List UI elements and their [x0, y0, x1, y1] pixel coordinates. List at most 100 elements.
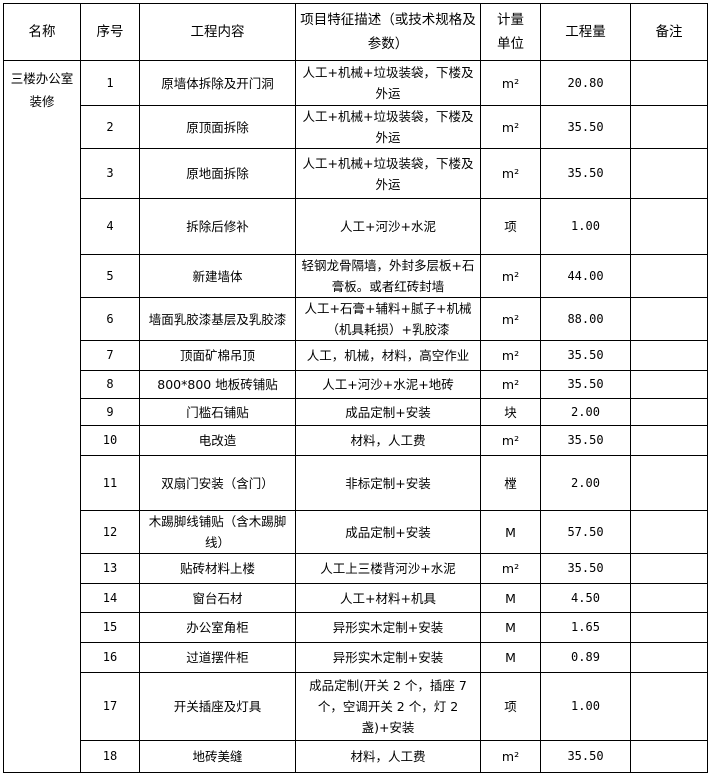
desc-cell: 人工+机械+垃圾装袋，下楼及外运 [295, 60, 481, 106]
qty-cell: 2.00 [540, 398, 631, 426]
content-cell: 过道摆件柜 [139, 642, 296, 673]
desc-cell: 成品定制+安装 [295, 510, 481, 554]
unit-cell: m² [480, 297, 541, 341]
qty-cell: 35.50 [540, 740, 631, 773]
content-cell: 顶面矿棉吊顶 [139, 340, 296, 371]
table-row: 5 新建墙体 轻钢龙骨隔墙，外封多层板+石膏板。或者红砖封墙 m² 44.00 [4, 254, 708, 298]
desc-cell: 人工+材料+机具 [295, 583, 481, 613]
content-cell: 原墙体拆除及开门洞 [139, 60, 296, 106]
table-row: 三楼办公室装修 1 原墙体拆除及开门洞 人工+机械+垃圾装袋，下楼及外运 m² 20.80 [3, 60, 708, 773]
unit-cell: m² [480, 105, 541, 149]
table-row: 8 800*800 地板砖铺贴 人工+河沙+水泥+地砖 m² 35.50 [4, 370, 708, 399]
seq-cell: 2 [80, 105, 140, 149]
seq-cell: 8 [80, 370, 140, 399]
content-cell: 窗台石材 [139, 583, 296, 613]
desc-cell: 人工+石膏+辅料+腻子+机械（机具耗损）+乳胶漆 [295, 297, 481, 341]
unit-cell: m² [480, 340, 541, 371]
desc-cell: 异形实木定制+安装 [295, 642, 481, 673]
seq-cell: 6 [80, 297, 140, 341]
header-qty: 工程量 [540, 3, 631, 61]
desc-cell: 人工，机械，材料，高空作业 [295, 340, 481, 371]
content-cell: 门槛石铺贴 [139, 398, 296, 426]
header-note: 备注 [630, 3, 708, 61]
table-row: 2 原顶面拆除 人工+机械+垃圾装袋，下楼及外运 m² 35.50 [4, 105, 708, 149]
unit-cell: M [480, 612, 541, 643]
unit-cell: m² [480, 60, 541, 106]
qty-cell: 35.50 [540, 148, 631, 199]
desc-cell: 人工+机械+垃圾装袋，下楼及外运 [295, 105, 481, 149]
table-row: 14 窗台石材 人工+材料+机具 M 4.50 [4, 583, 708, 613]
seq-cell: 17 [80, 672, 140, 741]
qty-cell: 35.50 [540, 370, 631, 399]
qty-cell: 44.00 [540, 254, 631, 298]
note-cell [630, 105, 708, 149]
seq-cell: 7 [80, 340, 140, 371]
qty-cell: 4.50 [540, 583, 631, 613]
table-row: 6 墙面乳胶漆基层及乳胶漆 人工+石膏+辅料+腻子+机械（机具耗损）+乳胶漆 m² 88… [4, 297, 708, 341]
content-cell: 拆除后修补 [139, 198, 296, 255]
unit-cell: 项 [480, 672, 541, 741]
content-cell: 木踢脚线铺贴（含木踢脚线） [139, 510, 296, 554]
seq-cell: 16 [80, 642, 140, 673]
note-cell [630, 148, 708, 199]
desc-cell: 人工上三楼背河沙+水泥 [295, 553, 481, 584]
content-cell: 双扇门安装（含门） [139, 455, 296, 511]
header-name: 名称 [3, 3, 81, 61]
qty-cell: 35.50 [540, 340, 631, 371]
content-cell: 原顶面拆除 [139, 105, 296, 149]
qty-cell: 35.50 [540, 105, 631, 149]
qty-cell: 1.00 [540, 198, 631, 255]
desc-cell: 材料，人工费 [295, 740, 481, 773]
note-cell [630, 672, 708, 741]
content-cell: 贴砖材料上楼 [139, 553, 296, 584]
note-cell [630, 583, 708, 613]
group-name-cell: 三楼办公室装修 [3, 60, 81, 773]
note-cell [630, 398, 708, 426]
note-cell [630, 198, 708, 255]
content-cell: 开关插座及灯具 [139, 672, 296, 741]
note-cell [630, 297, 708, 341]
qty-cell: 35.50 [540, 553, 631, 584]
header-desc: 项目特征描述（或技术规格及参数） [295, 3, 481, 61]
unit-cell: M [480, 583, 541, 613]
note-cell [630, 370, 708, 399]
unit-cell: m² [480, 148, 541, 199]
table-row: 13 贴砖材料上楼 人工上三楼背河沙+水泥 m² 35.50 [4, 553, 708, 584]
content-cell: 800*800 地板砖铺贴 [139, 370, 296, 399]
table-row: 15 办公室角柜 异形实木定制+安装 M 1.65 [4, 612, 708, 643]
unit-cell: m² [480, 370, 541, 399]
table-row: 10 电改造 材料，人工费 m² 35.50 [4, 425, 708, 456]
unit-cell: m² [480, 553, 541, 584]
note-cell [630, 425, 708, 456]
note-cell [630, 340, 708, 371]
seq-cell: 14 [80, 583, 140, 613]
table-row: 3 原地面拆除 人工+机械+垃圾装袋，下楼及外运 m² 35.50 [4, 148, 708, 199]
table-row: 4 拆除后修补 人工+河沙+水泥项 1.00 [4, 198, 708, 255]
header-unit: 计量单位 [480, 3, 541, 61]
qty-cell: 20.80 [540, 60, 631, 106]
unit-cell: M [480, 642, 541, 673]
qty-cell: 1.00 [540, 672, 631, 741]
content-cell: 办公室角柜 [139, 612, 296, 643]
seq-cell: 11 [80, 455, 140, 511]
desc-cell: 轻钢龙骨隔墙，外封多层板+石膏板。或者红砖封墙 [295, 254, 481, 298]
note-cell [630, 553, 708, 584]
seq-cell: 5 [80, 254, 140, 298]
table-row: 9 门槛石铺贴 成品定制+安装块 2.00 [4, 398, 708, 426]
table-row: 7 顶面矿棉吊顶 人工，机械，材料，高空作业 m² 35.50 [4, 340, 708, 371]
qty-cell: 1.65 [540, 612, 631, 643]
qty-cell: 0.89 [540, 642, 631, 673]
table-row: 12 木踢脚线铺贴（含木踢脚线） 成品定制+安装 M 57.50 [4, 510, 708, 554]
table-row: 18 地砖美缝 材料，人工费 m² 35.50 [4, 740, 708, 773]
header-content: 工程内容 [139, 3, 296, 61]
qty-cell: 2.00 [540, 455, 631, 511]
seq-cell: 18 [80, 740, 140, 773]
content-cell: 墙面乳胶漆基层及乳胶漆 [139, 297, 296, 341]
seq-cell: 4 [80, 198, 140, 255]
content-cell: 地砖美缝 [139, 740, 296, 773]
content-cell: 原地面拆除 [139, 148, 296, 199]
unit-cell: 项 [480, 198, 541, 255]
seq-cell: 12 [80, 510, 140, 554]
table-row: 17 开关插座及灯具 成品定制(开关 2 个，插座 7 个，空调开关 2 个，灯 2… [4, 672, 708, 741]
unit-cell: m² [480, 254, 541, 298]
